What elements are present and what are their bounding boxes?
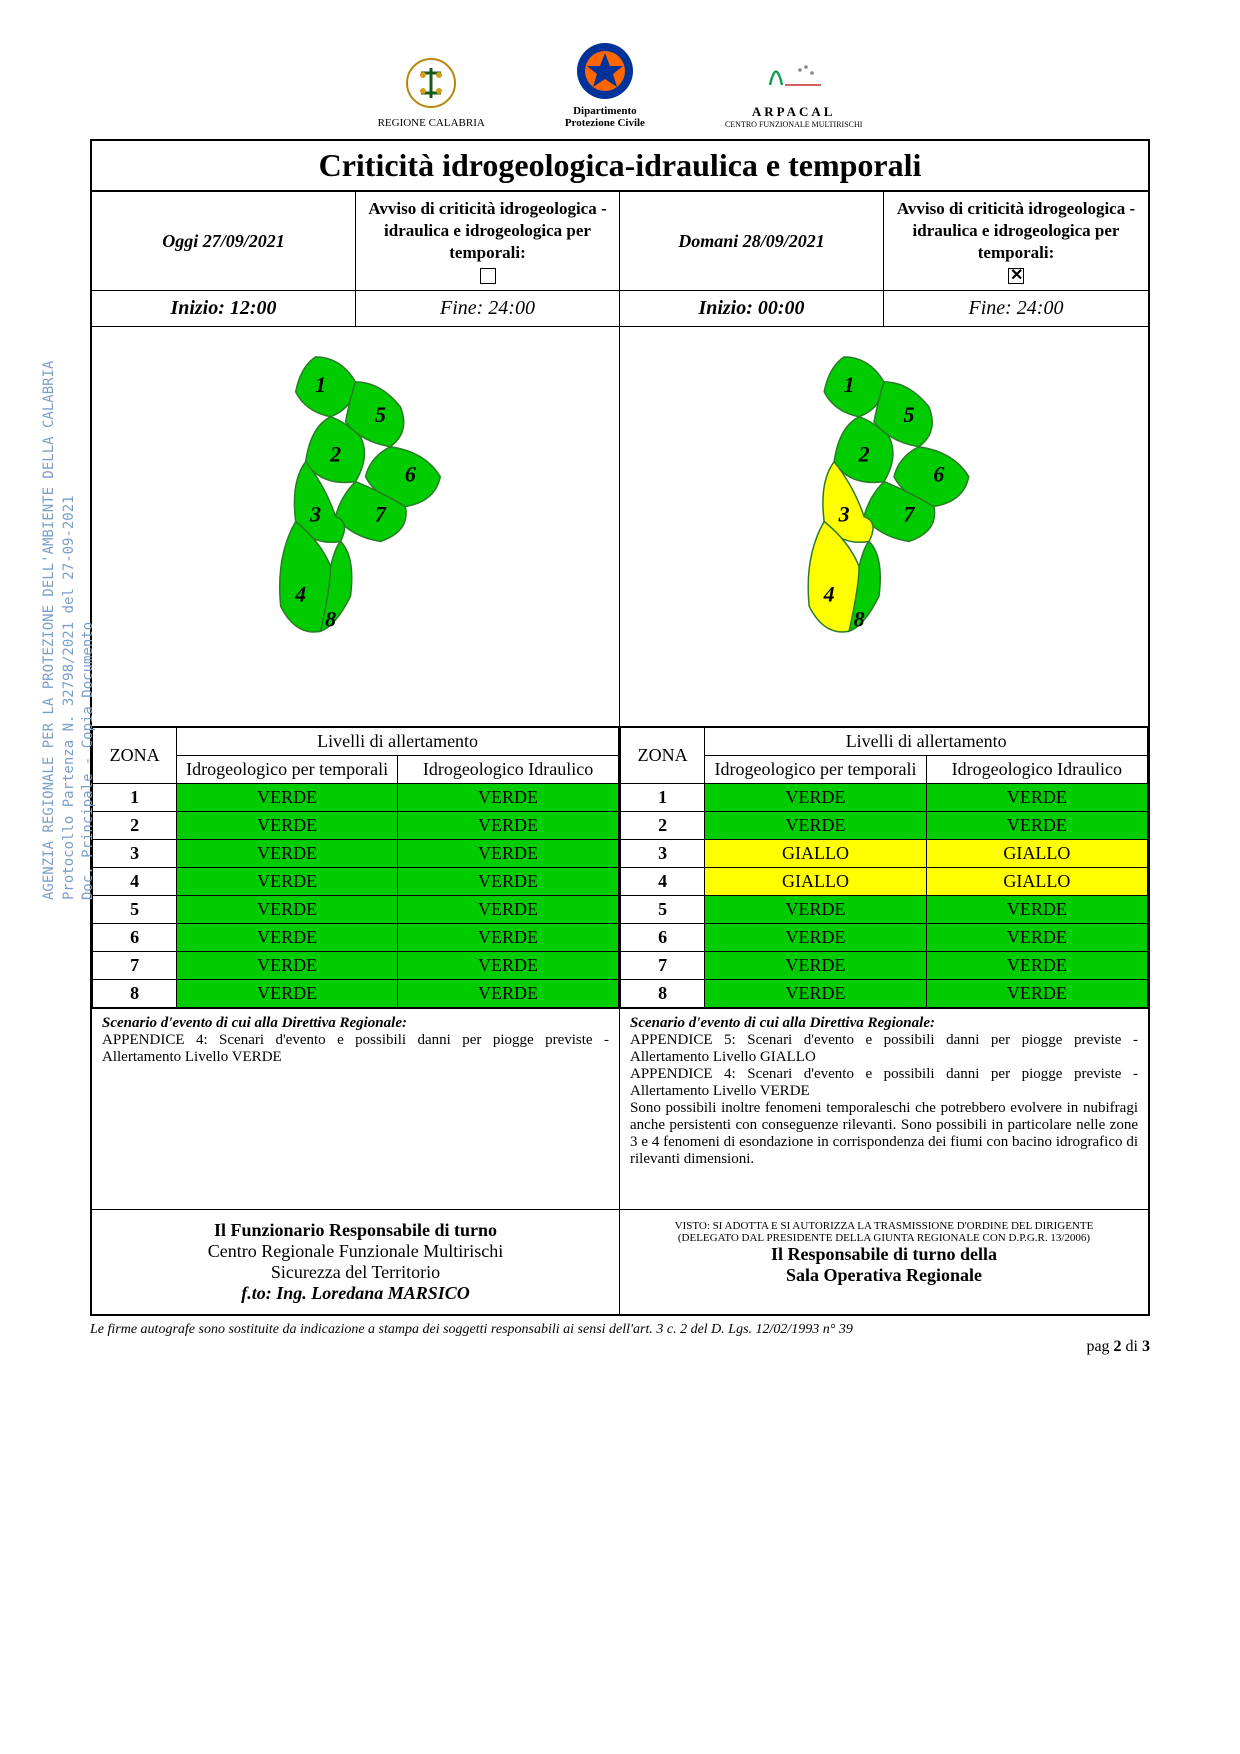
today-fine: Fine: 24:00 (356, 291, 620, 326)
today-avviso-text: Avviso di criticità idrogeologica - idra… (364, 198, 611, 264)
sign-right-1: Il Responsabile di turno della (630, 1244, 1138, 1265)
logo-regione: REGIONE CALABRIA (378, 53, 485, 129)
page-number: pag 2 di 3 (90, 1338, 1150, 1356)
map-tomorrow: 1 5 2 67 3 48 (620, 327, 1148, 726)
svg-text:8: 8 (325, 607, 336, 632)
today-avviso: Avviso di criticità idrogeologica - idra… (356, 192, 620, 290)
signature-row: Il Funzionario Responsabile di turno Cen… (92, 1209, 1148, 1314)
svg-text:4: 4 (823, 582, 835, 607)
time-row: Inizio: 12:00 Fine: 24:00 Inizio: 00:00 … (92, 291, 1148, 327)
today-checkbox (480, 268, 496, 284)
svg-text:3: 3 (838, 502, 850, 527)
page-title: Criticità idrogeologica-idraulica e temp… (90, 139, 1150, 192)
tomorrow-label: Domani 28/09/2021 (620, 192, 884, 290)
scenario-tomorrow-body: APPENDICE 5: Scenari d'evento e possibil… (630, 1032, 1138, 1168)
sign-left-4: f.to: Ing. Loredana MARSICO (102, 1283, 609, 1304)
logo-pc-label-1: Dipartimento (565, 105, 645, 117)
footer-note: Le firme autografe sono sostituite da in… (90, 1322, 1150, 1338)
logo-protezione-civile: Dipartimento Protezione Civile (565, 41, 645, 129)
table-today: ZONALivelli di allertamentoIdrogeologico… (92, 727, 620, 1008)
map-today: 1 5 2 67 3 48 (92, 327, 620, 726)
svg-text:6: 6 (933, 462, 944, 487)
svg-text:6: 6 (405, 462, 416, 487)
today-label: Oggi 27/09/2021 (92, 192, 356, 290)
svg-text:4: 4 (294, 582, 306, 607)
arpacal-icon (764, 40, 824, 100)
sign-left-1: Il Funzionario Responsabile di turno (102, 1220, 609, 1241)
tomorrow-inizio: Inizio: 00:00 (620, 291, 884, 326)
regione-icon (401, 53, 461, 113)
logo-arpacal: ARPACAL CENTRO FUNZIONALE MULTIRISCHI (725, 40, 862, 129)
svg-text:2: 2 (329, 442, 341, 467)
logos-row: REGIONE CALABRIA Dipartimento Protezione… (90, 40, 1150, 129)
page-sep: di (1122, 1338, 1142, 1355)
maps-row: 15267348 15267348 (92, 327, 1148, 727)
logo-pc-label-2: Protezione Civile (565, 117, 645, 129)
svg-text:2: 2 (858, 442, 870, 467)
sign-left-2: Centro Regionale Funzionale Multirischi (102, 1241, 609, 1262)
tables-row: ZONALivelli di allertamentoIdrogeologico… (92, 727, 1148, 1008)
main-grid: Oggi 27/09/2021 Avviso di criticità idro… (90, 192, 1150, 1316)
table-tomorrow: ZONALivelli di allertamentoIdrogeologico… (620, 727, 1148, 1008)
svg-text:7: 7 (903, 502, 915, 527)
scenario-row: Scenario d'evento di cui alla Direttiva … (92, 1008, 1148, 1209)
svg-text:5: 5 (903, 402, 914, 427)
svg-text:1: 1 (844, 372, 855, 397)
sign-right-sm2: (DELEGATO DAL PRESIDENTE DELLA GIUNTA RE… (630, 1232, 1138, 1244)
protocol-side-text: AGENZIA REGIONALE PER LA PROTEZIONE DELL… (40, 361, 99, 900)
svg-text:8: 8 (854, 607, 865, 632)
header-row: Oggi 27/09/2021 Avviso di criticità idro… (92, 192, 1148, 291)
page-total: 3 (1142, 1338, 1150, 1355)
scenario-today: Scenario d'evento di cui alla Direttiva … (92, 1009, 620, 1209)
sign-left-3: Sicurezza del Territorio (102, 1262, 609, 1283)
scenario-tomorrow: Scenario d'evento di cui alla Direttiva … (620, 1009, 1148, 1209)
svg-text:7: 7 (375, 502, 387, 527)
signature-left: Il Funzionario Responsabile di turno Cen… (92, 1210, 620, 1314)
sign-right-2: Sala Operativa Regionale (630, 1265, 1138, 1286)
scenario-today-title: Scenario d'evento di cui alla Direttiva … (102, 1015, 609, 1032)
page-current: 2 (1114, 1338, 1122, 1355)
tomorrow-checkbox (1008, 268, 1024, 284)
tomorrow-avviso: Avviso di criticità idrogeologica - idra… (884, 192, 1148, 290)
tomorrow-fine: Fine: 24:00 (884, 291, 1148, 326)
sign-right-sm1: VISTO: SI ADOTTA E SI AUTORIZZA LA TRASM… (630, 1220, 1138, 1232)
svg-text:5: 5 (375, 402, 386, 427)
scenario-today-body: APPENDICE 4: Scenari d'evento e possibil… (102, 1032, 609, 1066)
tomorrow-avviso-text: Avviso di criticità idrogeologica - idra… (892, 198, 1140, 264)
page-prefix: pag (1086, 1338, 1113, 1355)
logo-regione-label: REGIONE CALABRIA (378, 117, 485, 129)
logo-arpacal-label-2: CENTRO FUNZIONALE MULTIRISCHI (725, 120, 862, 129)
protezione-civile-icon (575, 41, 635, 101)
today-inizio: Inizio: 12:00 (92, 291, 356, 326)
svg-text:3: 3 (309, 502, 321, 527)
scenario-tomorrow-title: Scenario d'evento di cui alla Direttiva … (630, 1015, 1138, 1032)
logo-arpacal-label-1: ARPACAL (725, 104, 862, 120)
svg-text:1: 1 (315, 372, 326, 397)
signature-right: VISTO: SI ADOTTA E SI AUTORIZZA LA TRASM… (620, 1210, 1148, 1314)
